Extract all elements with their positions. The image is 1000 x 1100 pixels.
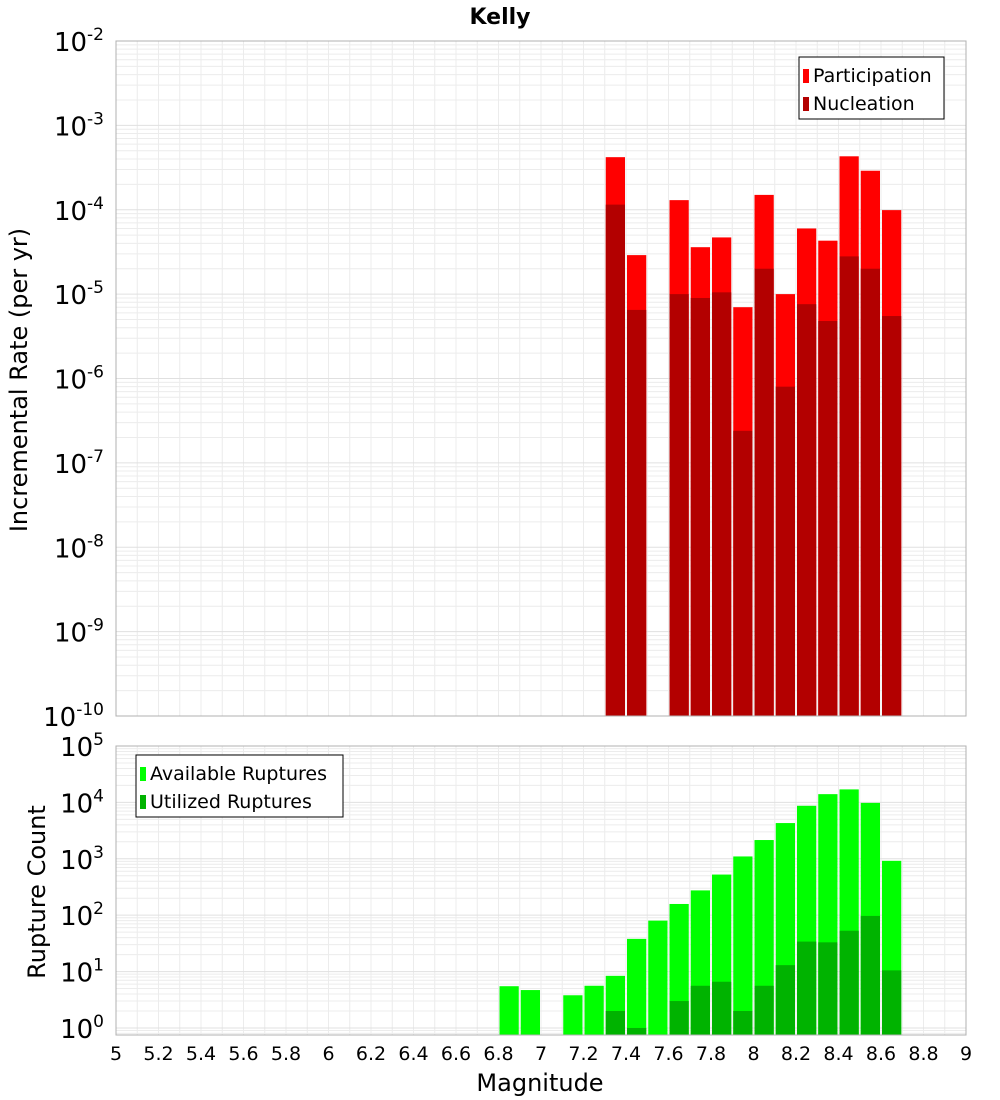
bottom-y-ticks: 105 104 103 102 101 100 bbox=[60, 730, 104, 1045]
top-bars bbox=[605, 156, 902, 717]
y-tick-label: 104 bbox=[60, 786, 104, 819]
bar-nucleation bbox=[712, 292, 732, 716]
x-tick-label: 9 bbox=[960, 1043, 972, 1065]
bar-available-ruptures bbox=[563, 995, 583, 1035]
legend-label: Participation bbox=[813, 65, 932, 87]
x-tick-label: 6.8 bbox=[483, 1043, 513, 1065]
y-tick-label: 10-3 bbox=[54, 109, 104, 142]
legend-swatch bbox=[140, 795, 146, 809]
bar-utilized-ruptures bbox=[733, 1010, 753, 1035]
top-legend: Participation Nucleation bbox=[798, 56, 945, 120]
bar-nucleation bbox=[754, 268, 774, 716]
x-tick-label: 7 bbox=[535, 1043, 547, 1065]
bar-nucleation bbox=[860, 268, 880, 716]
y-tick-label: 101 bbox=[60, 956, 104, 989]
bar-nucleation bbox=[839, 256, 859, 716]
x-tick-label: 6.6 bbox=[441, 1043, 471, 1065]
top-plot-border bbox=[115, 40, 967, 717]
legend-label: Available Ruptures bbox=[150, 763, 327, 785]
legend-swatch bbox=[140, 767, 146, 781]
y-tick-label: 10-10 bbox=[43, 700, 104, 733]
bar-nucleation bbox=[882, 316, 902, 716]
bar-utilized-ruptures bbox=[818, 942, 838, 1035]
bar-utilized-ruptures bbox=[669, 1001, 689, 1035]
bottom-plot-border bbox=[115, 745, 967, 1036]
bottom-legend: Available Ruptures Utilized Ruptures bbox=[135, 754, 344, 818]
top-panel: 10-2 10-3 10-4 10-5 10-6 10-7 10-8 10-9 10-10 In… bbox=[5, 25, 967, 733]
bottom-panel: 105 104 103 102 101 100 5 5.2 5.4 5.6 5.8 6 6.2 6.4 6… bbox=[23, 730, 972, 1097]
x-tick-label: 8.8 bbox=[908, 1043, 938, 1065]
x-tick-label: 6.2 bbox=[356, 1043, 386, 1065]
bar-utilized-ruptures bbox=[605, 1010, 625, 1035]
y-tick-label: 10-8 bbox=[54, 531, 104, 564]
bar-utilized-ruptures bbox=[712, 981, 732, 1035]
bar-utilized-ruptures bbox=[839, 930, 859, 1035]
bar-available-ruptures bbox=[733, 856, 753, 1035]
top-y-ticks: 10-2 10-3 10-4 10-5 10-6 10-7 10-8 10-9 10-10 bbox=[43, 25, 104, 733]
y-tick-label: 10-5 bbox=[54, 278, 104, 311]
bar-nucleation bbox=[669, 294, 689, 716]
x-tick-label: 8.2 bbox=[781, 1043, 811, 1065]
legend-swatch bbox=[803, 69, 809, 83]
x-tick-label: 6.4 bbox=[398, 1043, 428, 1065]
bar-nucleation bbox=[690, 297, 710, 716]
x-tick-label: 5.4 bbox=[186, 1043, 216, 1065]
y-tick-label: 100 bbox=[60, 1012, 104, 1045]
x-tick-label: 5.2 bbox=[143, 1043, 173, 1065]
x-tick-label: 8 bbox=[747, 1043, 759, 1065]
top-grid bbox=[115, 41, 967, 717]
bar-utilized-ruptures bbox=[627, 1027, 647, 1035]
y-tick-label: 10-6 bbox=[54, 363, 104, 396]
bar-available-ruptures bbox=[584, 985, 604, 1035]
legend-swatch bbox=[803, 97, 809, 111]
chart-title: Kelly bbox=[469, 5, 530, 30]
bar-nucleation bbox=[605, 204, 625, 717]
x-tick-label: 7.2 bbox=[568, 1043, 598, 1065]
y-tick-label: 10-7 bbox=[54, 447, 104, 480]
y-tick-label: 103 bbox=[60, 843, 104, 876]
bar-nucleation bbox=[775, 386, 795, 716]
bar-nucleation bbox=[733, 430, 753, 716]
legend-label: Utilized Ruptures bbox=[150, 791, 312, 813]
y-tick-label: 10-9 bbox=[54, 616, 104, 649]
x-tick-label: 8.4 bbox=[823, 1043, 853, 1065]
y-tick-label: 102 bbox=[60, 899, 104, 932]
x-tick-label: 5 bbox=[110, 1043, 122, 1065]
bar-utilized-ruptures bbox=[860, 915, 880, 1035]
legend-label: Nucleation bbox=[813, 93, 915, 115]
bar-utilized-ruptures bbox=[882, 970, 902, 1035]
x-tick-label: 7.4 bbox=[611, 1043, 641, 1065]
x-tick-label: 7.6 bbox=[653, 1043, 683, 1065]
bar-utilized-ruptures bbox=[690, 985, 710, 1035]
x-tick-label: 8.6 bbox=[866, 1043, 896, 1065]
bar-nucleation bbox=[797, 304, 817, 716]
legend-box bbox=[135, 754, 344, 818]
x-tick-label: 7.8 bbox=[696, 1043, 726, 1065]
x-axis-label: Magnitude bbox=[476, 1069, 603, 1097]
y-tick-label: 10-4 bbox=[54, 194, 104, 227]
bar-available-ruptures bbox=[499, 986, 519, 1035]
bar-nucleation bbox=[627, 309, 647, 716]
bar-available-ruptures bbox=[648, 920, 668, 1035]
legend-box bbox=[798, 56, 945, 120]
bar-nucleation bbox=[818, 321, 838, 716]
bar-utilized-ruptures bbox=[775, 965, 795, 1035]
y-tick-label: 105 bbox=[60, 730, 104, 763]
top-y-axis-label: Incremental Rate (per yr) bbox=[5, 228, 33, 532]
bottom-bars bbox=[499, 789, 902, 1035]
x-tick-label: 6 bbox=[322, 1043, 334, 1065]
bottom-y-axis-label: Rupture Count bbox=[23, 805, 51, 979]
bar-utilized-ruptures bbox=[754, 985, 774, 1035]
bar-utilized-ruptures bbox=[797, 941, 817, 1035]
bar-available-ruptures bbox=[520, 990, 540, 1035]
y-tick-label: 10-2 bbox=[54, 25, 104, 58]
x-ticks: 5 5.2 5.4 5.6 5.8 6 6.2 6.4 6.6 6.8 7 7.2 7.4 7.6 7.8 8… bbox=[110, 1043, 972, 1065]
bar-available-ruptures bbox=[627, 938, 647, 1035]
x-tick-label: 5.8 bbox=[271, 1043, 301, 1065]
x-tick-label: 5.6 bbox=[228, 1043, 258, 1065]
